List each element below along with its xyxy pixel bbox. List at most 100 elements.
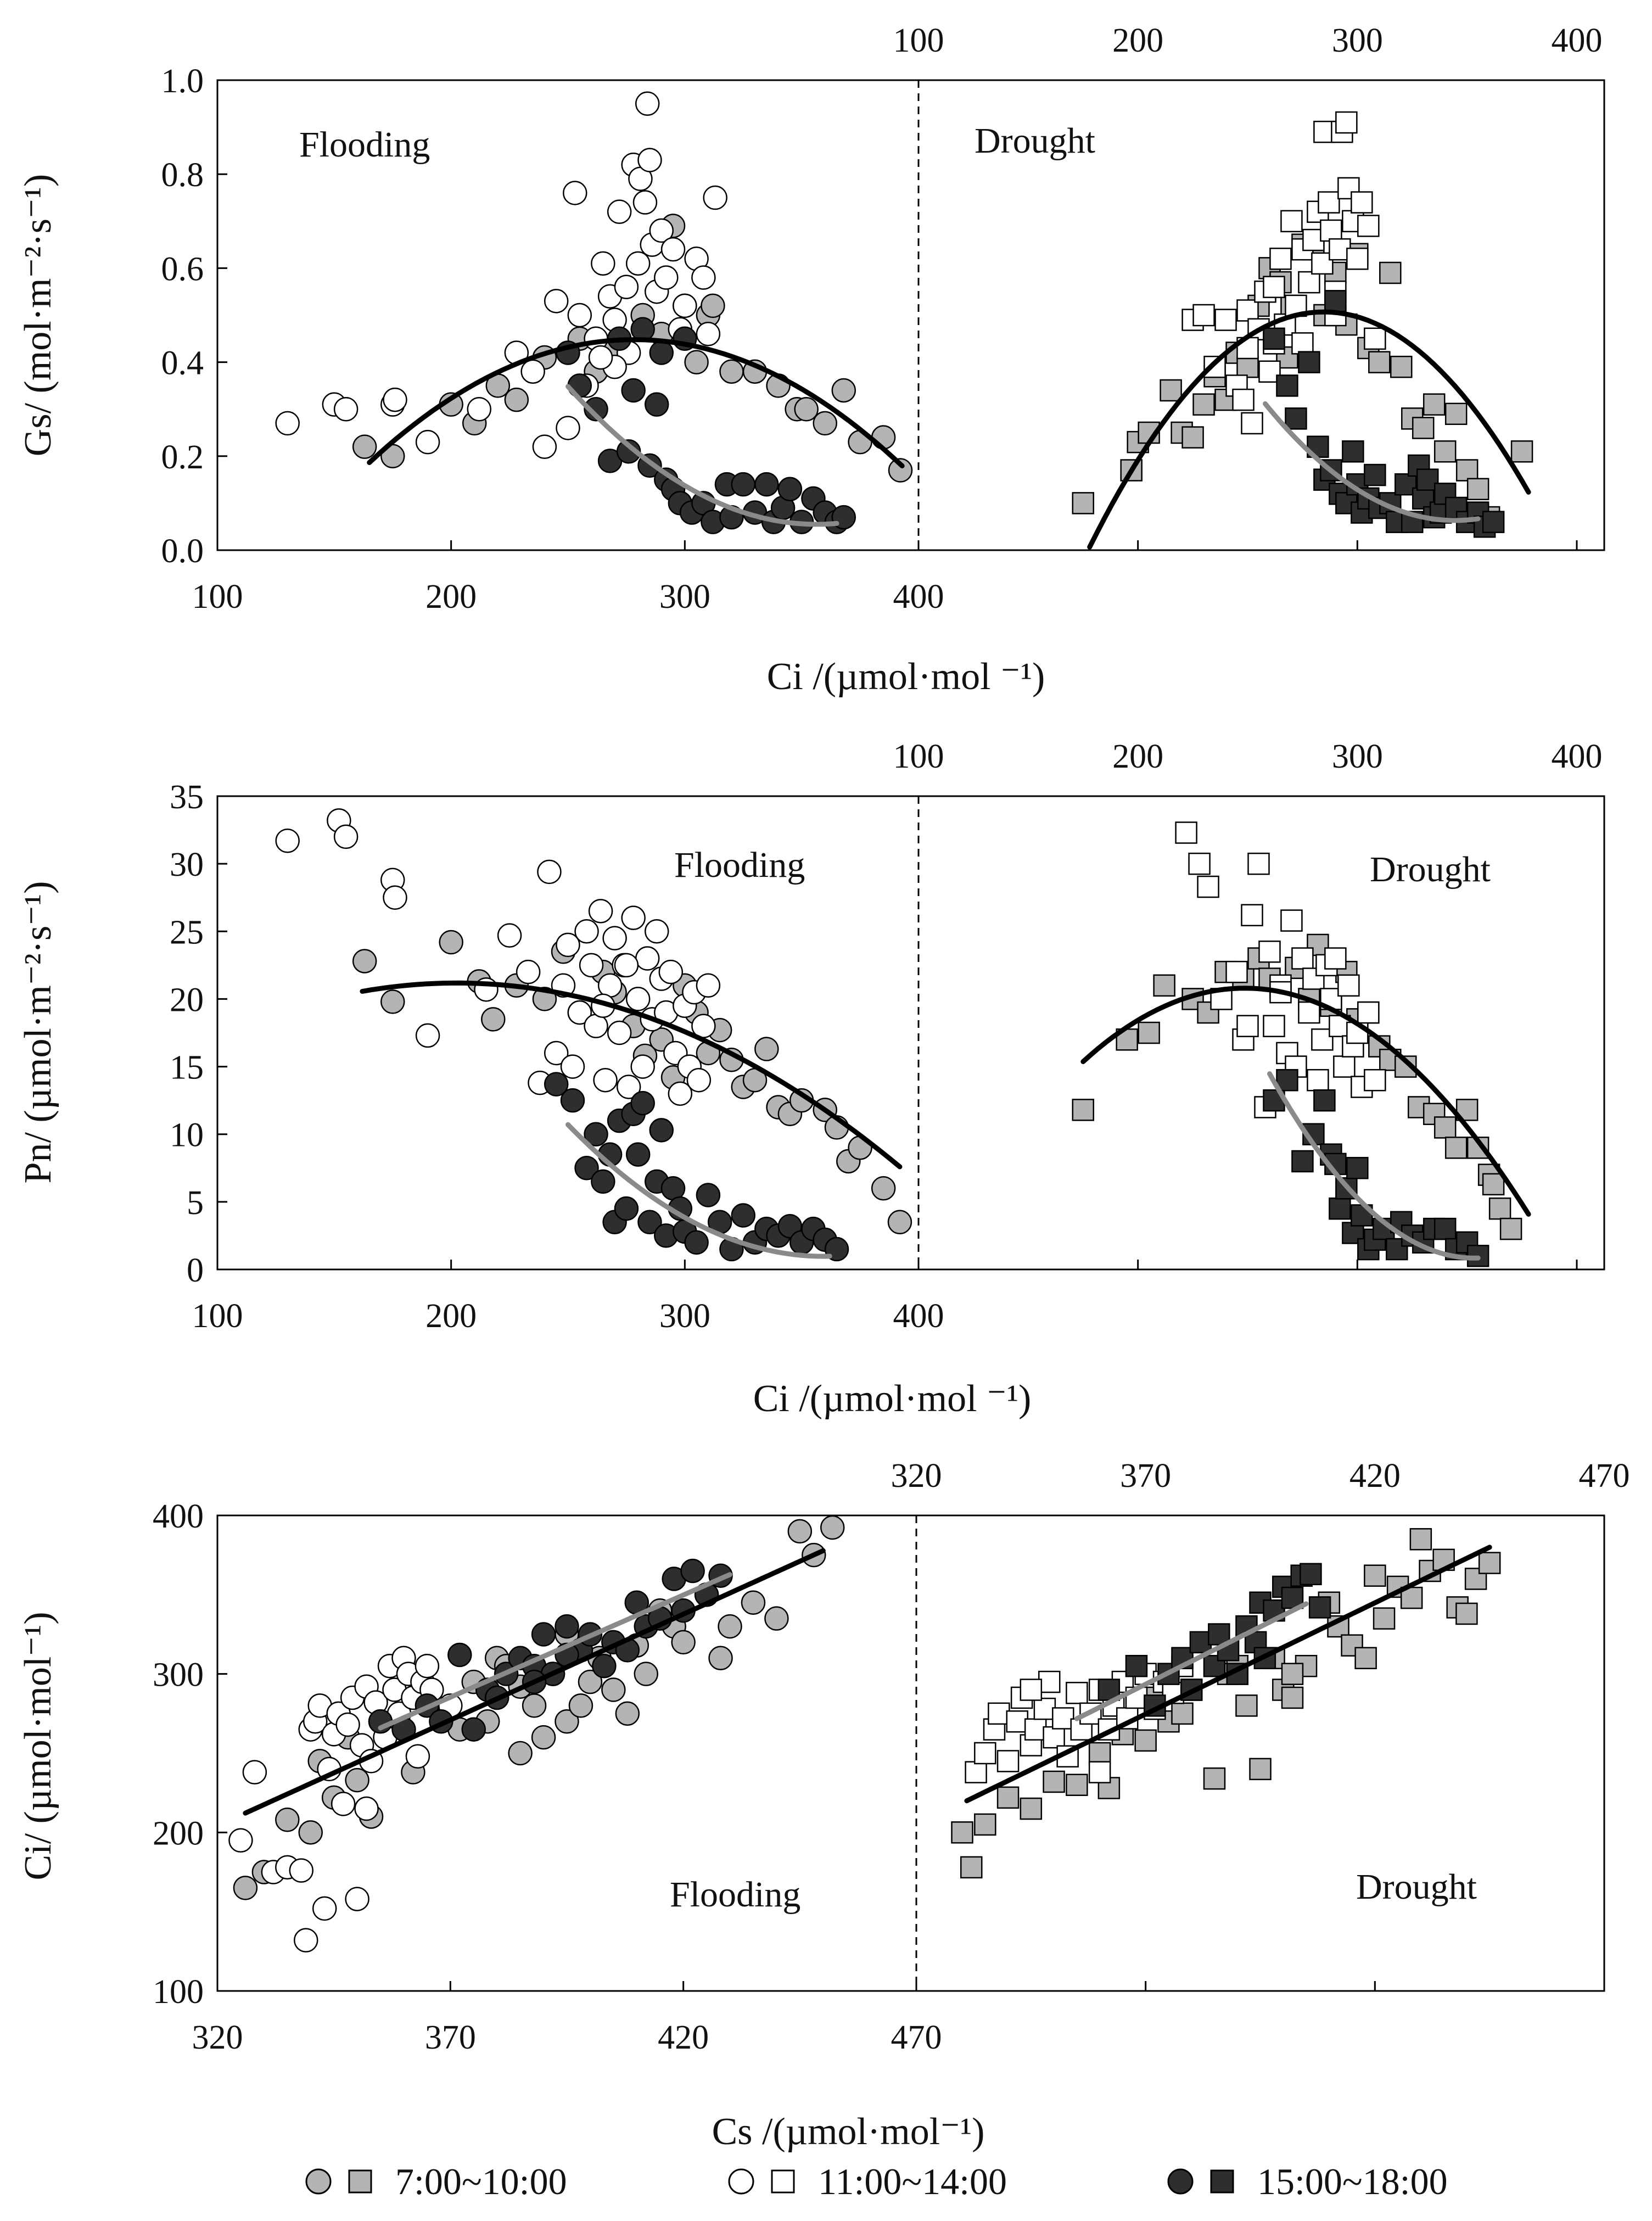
- point-left-midday: [293, 1928, 318, 1953]
- point-right-morning: [1088, 1742, 1111, 1765]
- point-right-midday: [1225, 960, 1248, 983]
- point-left-midday: [607, 1020, 632, 1045]
- x-tick-label-top: 420: [1349, 1457, 1401, 1495]
- x-tick-label-bottom: 300: [659, 578, 710, 616]
- point-right-midday: [1269, 248, 1292, 270]
- region-label-right: Drought: [1356, 1867, 1477, 1907]
- x-tick-label-bottom: 200: [425, 1297, 477, 1335]
- legend-label-morning: 7:00~10:00: [395, 2160, 567, 2202]
- fit-line-right-fit-afternoon: [1267, 1071, 1481, 1261]
- point-left-morning: [701, 293, 725, 318]
- x-tick-label-top: 300: [1332, 738, 1383, 775]
- point-left-midday: [621, 905, 646, 930]
- x-tick-label-top: 470: [1579, 1457, 1630, 1495]
- y-tick-label: 100: [153, 1973, 204, 2011]
- marks-gs: 0.0 0.2 0.4 0.6 0.8 1.0 100 200 300 400 100 200 300 4…: [161, 22, 1603, 616]
- panel-pn: 0 5 10 15 20 25 30 35 100 200 300 400 100 200 300 400 F…: [17, 738, 1605, 1420]
- point-left-morning: [439, 930, 463, 955]
- point-right-morning: [951, 1821, 973, 1844]
- point-left-morning: [298, 1820, 323, 1845]
- point-right-morning: [1423, 393, 1446, 416]
- point-right-midday: [1232, 388, 1255, 411]
- x-tick-label-top: 400: [1552, 22, 1603, 59]
- point-left-midday: [625, 251, 651, 276]
- point-right-midday: [1307, 1068, 1329, 1092]
- point-left-midday: [567, 1000, 592, 1025]
- point-left-midday: [333, 824, 359, 849]
- point-left-midday: [544, 1040, 569, 1066]
- y-tick-label: 200: [153, 1815, 204, 1852]
- point-left-midday: [649, 218, 674, 243]
- point-left-morning: [352, 434, 377, 459]
- point-left-afternoon: [696, 1183, 721, 1207]
- point-left-midday: [331, 1792, 356, 1816]
- fit-line-right-fit-all: [1087, 309, 1531, 550]
- point-left-morning: [718, 1614, 742, 1639]
- point-right-afternoon: [1276, 1068, 1298, 1092]
- point-left-morning: [568, 1693, 593, 1718]
- legend-item-afternoon: 15:00~18:00: [1164, 2151, 1448, 2212]
- marks-pn: 0 5 10 15 20 25 30 35 100 200 300 400 100 200 300 400: [170, 738, 1603, 1335]
- point-left-morning: [813, 411, 837, 436]
- y-tick-label: 0: [187, 1252, 204, 1289]
- point-right-afternoon: [1329, 1197, 1351, 1220]
- point-left-morning: [634, 1661, 659, 1686]
- point-left-afternoon: [614, 1196, 639, 1221]
- point-left-midday: [516, 959, 541, 984]
- fit-line-left-fit-all: [360, 980, 903, 1170]
- point-right-midday: [1346, 248, 1369, 270]
- point-left-midday: [630, 1054, 655, 1079]
- point-right-morning: [1444, 1137, 1468, 1159]
- point-right-morning: [974, 1813, 996, 1836]
- point-left-midday: [333, 396, 359, 422]
- point-left-morning: [871, 425, 896, 450]
- x-tick-label-bottom: 400: [893, 1297, 944, 1335]
- point-left-morning: [615, 1701, 640, 1726]
- point-right-afternoon: [1298, 351, 1320, 373]
- fit-line-left-fit-all: [367, 337, 905, 468]
- x-tick-label-bottom: 100: [192, 1297, 243, 1335]
- point-left-morning: [684, 350, 709, 374]
- plot-area-pn: [216, 795, 1605, 1271]
- point-right-morning: [1072, 1099, 1094, 1121]
- point-left-morning: [787, 1519, 813, 1544]
- point-left-morning: [531, 1725, 556, 1750]
- point-right-morning: [1433, 440, 1457, 463]
- point-right-afternoon: [1308, 1596, 1331, 1619]
- y-tick-label: 0.8: [161, 156, 204, 194]
- point-left-morning: [764, 1606, 789, 1631]
- point-right-midday: [1241, 904, 1263, 926]
- point-left-midday: [467, 396, 491, 422]
- point-right-morning: [1066, 1774, 1088, 1796]
- point-left-midday: [312, 1896, 337, 1921]
- point-left-morning: [708, 1646, 733, 1671]
- fit-line-left-fit-all: [243, 1548, 826, 1816]
- point-right-morning: [1482, 1173, 1505, 1196]
- region-label-right: Drought: [1370, 849, 1491, 889]
- x-tick-label-bottom: 100: [192, 578, 243, 616]
- point-right-midday: [1066, 1682, 1088, 1704]
- point-right-midday: [988, 1702, 1010, 1725]
- point-left-midday: [289, 1858, 314, 1883]
- point-left-afternoon: [684, 1230, 709, 1255]
- point-right-morning: [1478, 1552, 1501, 1574]
- point-left-midday: [635, 946, 660, 971]
- legend-marker-afternoon: [1167, 2168, 1234, 2195]
- point-right-morning: [1455, 1602, 1478, 1625]
- point-right-midday: [1337, 974, 1360, 997]
- point-right-midday: [974, 1742, 996, 1765]
- y-tick-label: 30: [170, 846, 204, 883]
- point-right-midday: [1324, 947, 1347, 970]
- y-tick-label: 10: [170, 1117, 204, 1154]
- x-tick-label-bottom: 370: [425, 2019, 476, 2056]
- legend: 7:00~10:00 11:00~14:00 15:00~18:00: [285, 2151, 1548, 2212]
- x-tick-label-bottom: 470: [891, 2019, 942, 2056]
- point-left-afternoon: [649, 1118, 674, 1143]
- x-tick-label-top: 320: [891, 1457, 942, 1495]
- point-right-midday: [1263, 276, 1285, 298]
- point-left-afternoon: [592, 1653, 617, 1679]
- point-right-midday: [1247, 852, 1270, 875]
- point-left-midday: [635, 91, 660, 116]
- point-right-afternoon: [1189, 1631, 1212, 1654]
- point-left-midday: [537, 859, 562, 885]
